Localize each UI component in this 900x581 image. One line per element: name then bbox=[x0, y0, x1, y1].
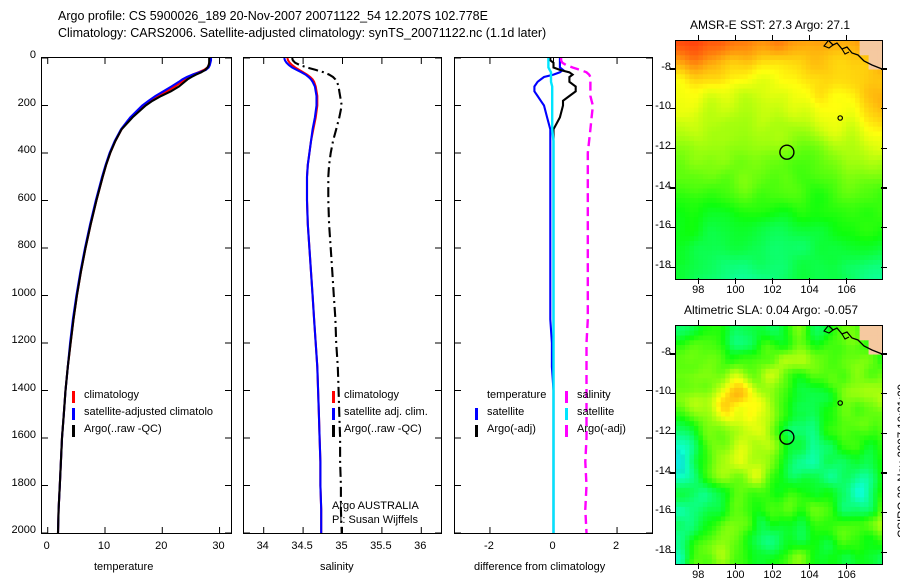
legend-swatch-sal-argo bbox=[565, 425, 568, 437]
legend-label-sal-satellite: satellite bbox=[577, 406, 615, 418]
difference-curves bbox=[455, 58, 652, 533]
temperature-plot-panel bbox=[41, 57, 232, 534]
map-y-tick-label: -16 bbox=[655, 504, 671, 517]
tick-label: 35 bbox=[335, 540, 348, 552]
legend-label-satellite-adjusted: satellite-adjusted climatolo bbox=[84, 406, 214, 418]
legend-label-satellite-adjusted: satellite adj. clim. bbox=[344, 406, 428, 418]
map-y-tick-label: -8 bbox=[661, 345, 671, 358]
tick-label: 36 bbox=[414, 540, 427, 552]
tick-label: 1600 bbox=[11, 429, 36, 441]
legend-swatch-temp-satellite bbox=[475, 408, 478, 420]
legend-swatch-climatology bbox=[332, 391, 335, 403]
legend-label-climatology: climatology bbox=[84, 389, 140, 401]
difference-axis-label: difference from climatology bbox=[474, 561, 606, 573]
temperature-axis-label: temperature bbox=[94, 561, 154, 573]
map-y-tick-label: -10 bbox=[655, 385, 671, 398]
map-y-tick-label: -8 bbox=[661, 60, 671, 73]
map-x-tick-label: 102 bbox=[763, 284, 782, 296]
map-x-tick-label: 100 bbox=[726, 284, 745, 296]
tick-label: 1000 bbox=[11, 286, 36, 299]
difference-plot-panel bbox=[454, 57, 653, 534]
map-y-tick-label: -18 bbox=[655, 259, 671, 272]
tick-label: 1200 bbox=[11, 334, 36, 346]
salinity-plot-panel bbox=[243, 57, 442, 534]
map-x-tick-label: 102 bbox=[763, 569, 782, 581]
legend-label-argo: Argo(..raw -QC) bbox=[84, 423, 162, 435]
legend-swatch-salinity bbox=[565, 391, 568, 403]
figure-title-line1: Argo profile: CS 5900026_189 20-Nov-2007… bbox=[58, 9, 488, 23]
map-y-tick-label: -14 bbox=[655, 179, 671, 192]
sla-map-panel bbox=[675, 325, 883, 565]
map-x-tick-label: 106 bbox=[837, 569, 856, 581]
salinity-curves bbox=[244, 58, 441, 533]
map-x-tick-label: 100 bbox=[726, 569, 745, 581]
footer-pi: PI: Susan Wijffels bbox=[332, 514, 418, 526]
tick-label: 2 bbox=[612, 540, 620, 552]
tick-label: 600 bbox=[17, 191, 36, 204]
tick-label: 20 bbox=[155, 540, 168, 552]
legend-label-argo: Argo(..raw -QC) bbox=[344, 423, 422, 435]
tick-label: 30 bbox=[212, 540, 225, 552]
legend-label-temp-argo: Argo(-adj) bbox=[487, 423, 536, 435]
footer-program: Argo AUSTRALIA bbox=[332, 500, 419, 512]
legend-swatch-argo bbox=[332, 425, 335, 437]
map-y-tick-label: -14 bbox=[655, 464, 671, 477]
tick-label: 400 bbox=[17, 144, 36, 156]
tick-label: 35.5 bbox=[370, 540, 392, 552]
legend-label-temperature: temperature bbox=[487, 389, 547, 401]
map-y-tick-label: -12 bbox=[655, 425, 671, 438]
tick-label: 1400 bbox=[11, 381, 36, 394]
sst-map-panel bbox=[675, 40, 883, 280]
temperature-y-ticklabels: 0 200 400 600 800 1000 1200 1400 1600 1800 2000 bbox=[0, 0, 38, 580]
map-x-tick-label: 104 bbox=[800, 569, 819, 581]
tick-label: 0 bbox=[549, 540, 556, 552]
legend-swatch-climatology bbox=[72, 391, 75, 403]
temperature-curves bbox=[42, 58, 231, 533]
tick-label: 1800 bbox=[11, 476, 36, 489]
tick-label: 800 bbox=[17, 239, 36, 251]
salinity-footer: Argo AUSTRALIA PI: Susan Wijffels bbox=[332, 500, 419, 526]
map-x-tick-label: 106 bbox=[837, 284, 856, 296]
legend-label-temp-satellite: satellite bbox=[487, 406, 525, 418]
map-x-tick-label: 98 bbox=[692, 284, 705, 296]
map-y-tick-label: -10 bbox=[655, 100, 671, 113]
figure-title-line2: Climatology: CARS2006. Satellite-adjuste… bbox=[58, 26, 547, 40]
legend-label-salinity: salinity bbox=[577, 389, 611, 401]
map-x-tick-label: 98 bbox=[692, 569, 705, 581]
map-y-tick-label: -18 bbox=[655, 544, 671, 557]
sst-heatmap bbox=[676, 41, 882, 279]
csiro-credit: CSIRO 30-Nov-2007 10:31:29 bbox=[893, 384, 900, 538]
tick-label: 34.5 bbox=[291, 540, 313, 552]
sst-map-title: AMSR-E SST: 27.3 Argo: 27.1 bbox=[690, 18, 851, 32]
tick-label: 34 bbox=[256, 540, 269, 552]
tick-label: 10 bbox=[97, 540, 111, 552]
sla-heatmap bbox=[676, 326, 882, 564]
legend-swatch-satellite-adjusted bbox=[72, 408, 75, 420]
tick-label: 2000 bbox=[11, 524, 36, 536]
legend-label-sal-argo: Argo(-adj) bbox=[577, 423, 626, 435]
legend-swatch-sal-satellite bbox=[565, 408, 568, 420]
legend-swatch-argo bbox=[72, 425, 75, 437]
legend-label-climatology: climatology bbox=[344, 389, 400, 401]
map-y-tick-label: -12 bbox=[655, 140, 671, 153]
sla-map-title: Altimetric SLA: 0.04 Argo: -0.057 bbox=[684, 303, 859, 317]
tick-label: 0 bbox=[29, 49, 36, 61]
salinity-axis-label: salinity bbox=[320, 561, 354, 573]
legend-swatch-satellite-adjusted bbox=[332, 408, 335, 420]
tick-label: 0 bbox=[43, 540, 50, 552]
map-x-tick-label: 104 bbox=[800, 284, 819, 296]
map-y-tick-label: -16 bbox=[655, 219, 671, 232]
legend-swatch-temp-argo bbox=[475, 425, 478, 437]
tick-label: 200 bbox=[17, 96, 36, 109]
tick-label: -2 bbox=[484, 540, 494, 552]
